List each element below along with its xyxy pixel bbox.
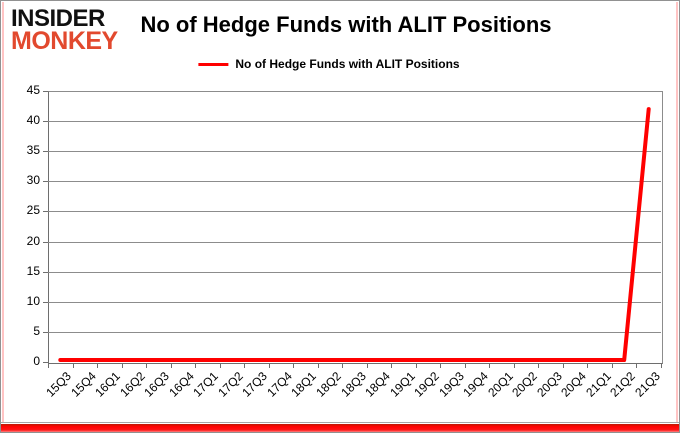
y-gridline: [48, 151, 661, 152]
legend-line-swatch: [198, 62, 229, 66]
x-axis-tick: [661, 363, 662, 368]
y-axis-tick: [43, 211, 48, 212]
chart-legend: No of Hedge Funds with ALIT Positions: [198, 57, 460, 71]
y-gridline: [48, 211, 661, 212]
plot-area: [48, 91, 663, 364]
bottom-red-bar: [1, 422, 679, 432]
logo-text-insider: INSIDER: [11, 5, 105, 32]
y-gridline: [48, 272, 661, 273]
right-glow-border: [676, 2, 678, 422]
y-axis-tick: [43, 302, 48, 303]
x-axis-label: 16Q4: [166, 369, 197, 400]
y-axis-label: 35: [26, 143, 40, 157]
x-axis-label: 17Q2: [215, 369, 246, 400]
y-axis-label: 25: [26, 203, 40, 217]
y-axis-tick: [43, 332, 48, 333]
x-axis-tick: [195, 363, 196, 368]
x-axis-label: 17Q1: [190, 369, 222, 400]
x-axis-tick: [97, 363, 98, 368]
x-axis-tick: [146, 363, 147, 368]
x-axis-tick: [171, 363, 172, 368]
x-axis-label: 21Q3: [631, 369, 663, 400]
y-gridline: [48, 302, 661, 303]
y-gridline: [48, 332, 661, 333]
x-axis-label: 20Q4: [558, 369, 590, 400]
y-axis-tick: [43, 272, 48, 273]
y-axis-tick: [43, 362, 48, 363]
chart-title: No of Hedge Funds with ALIT Positions: [140, 12, 552, 37]
x-axis-label: 19Q4: [460, 369, 491, 400]
x-axis-tick: [48, 363, 49, 368]
x-axis-tick: [122, 363, 123, 368]
x-axis-label: 18Q1: [288, 369, 320, 400]
x-axis-label: 18Q4: [362, 369, 393, 400]
x-axis-label: 21Q1: [582, 369, 614, 400]
y-axis-label: 45: [26, 83, 40, 97]
x-axis-label: 19Q1: [386, 369, 418, 400]
x-axis-tick: [73, 363, 74, 368]
y-axis-label: 15: [26, 264, 40, 278]
y-axis-label: 30: [26, 173, 40, 187]
y-axis-label: 0: [33, 354, 40, 368]
x-axis-tick: [587, 363, 588, 368]
y-axis-tick: [43, 91, 48, 92]
y-axis-tick: [43, 181, 48, 182]
x-axis-label: 15Q4: [68, 369, 99, 400]
x-axis-tick: [563, 363, 564, 368]
x-axis-tick: [489, 363, 490, 368]
x-axis-label: 18Q2: [313, 369, 344, 400]
y-axis-label: 20: [26, 234, 40, 248]
x-axis-label: 20Q1: [484, 369, 516, 400]
x-axis-label: 18Q3: [337, 369, 369, 400]
x-axis-label: 20Q3: [533, 369, 565, 400]
x-axis-tick: [636, 363, 637, 368]
y-gridline: [48, 121, 661, 122]
y-axis-tick: [43, 151, 48, 152]
x-axis-label: 16Q1: [92, 369, 124, 400]
insider-monkey-logo: INSIDER MONKEY: [11, 5, 118, 56]
x-axis-label: 19Q2: [411, 369, 442, 400]
x-axis-label: 17Q4: [264, 369, 295, 400]
x-axis-label: 16Q2: [117, 369, 148, 400]
x-axis-tick: [416, 363, 417, 368]
y-gridline: [48, 242, 661, 243]
legend-label: No of Hedge Funds with ALIT Positions: [235, 57, 460, 71]
x-axis-label: 21Q2: [607, 369, 639, 400]
x-axis-label: 20Q2: [509, 369, 541, 400]
x-axis-tick: [465, 363, 466, 368]
y-axis-label: 40: [26, 113, 40, 127]
y-axis-label: 10: [26, 294, 40, 308]
y-gridline: [48, 181, 661, 182]
x-axis-label: 16Q3: [141, 369, 173, 400]
y-axis-tick: [43, 121, 48, 122]
x-axis-label: 17Q3: [239, 369, 271, 400]
y-axis-tick: [43, 242, 48, 243]
logo-text-monkey: MONKEY: [11, 27, 118, 56]
x-axis-tick: [440, 363, 441, 368]
x-axis-tick: [367, 363, 368, 368]
x-axis-tick: [612, 363, 613, 368]
y-axis-label: 5: [33, 324, 40, 338]
x-axis-tick: [318, 363, 319, 368]
x-axis-tick: [391, 363, 392, 368]
x-axis-tick: [269, 363, 270, 368]
x-axis-tick: [293, 363, 294, 368]
x-axis-label: 19Q3: [435, 369, 467, 400]
x-axis-tick: [220, 363, 221, 368]
x-axis-tick: [342, 363, 343, 368]
x-axis-tick: [514, 363, 515, 368]
left-glow-border: [2, 2, 4, 422]
x-axis-tick: [244, 363, 245, 368]
x-axis-label: 15Q3: [43, 369, 75, 400]
x-axis-tick: [538, 363, 539, 368]
